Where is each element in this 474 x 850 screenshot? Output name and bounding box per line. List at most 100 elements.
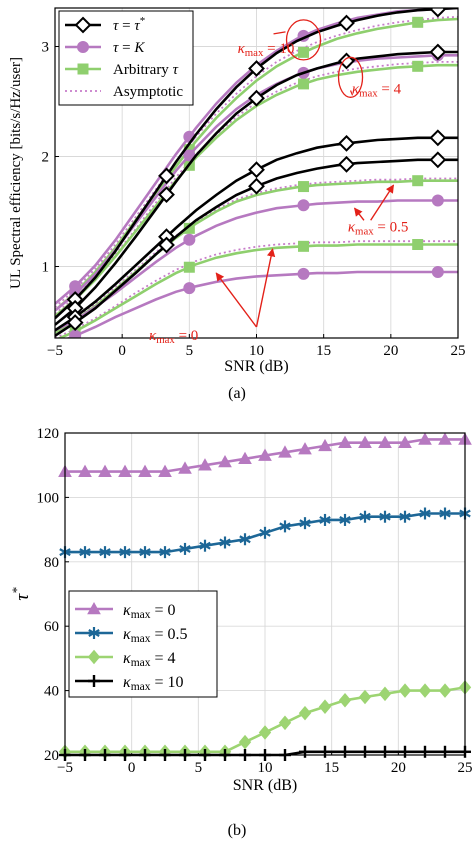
star-stroke: [99, 548, 111, 557]
y-axis-title-a: UL Spectral efficiency [bits/s/Hz/user]: [8, 57, 24, 289]
x-axis-title-a: SNR (dB): [224, 358, 288, 375]
y-tick-label: 3: [42, 40, 50, 56]
data-point-kappa05: [259, 526, 271, 539]
x-tick-label: 5: [186, 343, 194, 359]
legend-label: κmax = 0: [123, 602, 176, 621]
legend-label: Arbitrary τ: [113, 62, 179, 78]
x-axis-title-b: SNR (dB): [233, 777, 297, 794]
star-stroke: [219, 538, 231, 547]
data-point-tau_K: [297, 267, 310, 280]
panel-a: −5 0 5 10 15 20 25 1 2 3 κmax = 10 κmax = 4 κmax = 0…: [8, 7, 466, 402]
data-point-kappa4: [338, 692, 352, 708]
data-point-kappa05: [399, 510, 411, 523]
data-point-kappa05: [339, 513, 351, 526]
star-stroke: [299, 519, 311, 528]
x-tick-label: 25: [458, 760, 473, 776]
data-point-tau_star: [429, 151, 447, 169]
legend-marker-kappa0: [87, 601, 101, 615]
data-point-kappa05: [119, 546, 131, 559]
data-point-kappa05: [159, 546, 171, 559]
x-tick-label: 0: [128, 760, 136, 776]
y-tick-label: 100: [37, 490, 60, 506]
y-tick-label: 40: [44, 684, 59, 700]
data-point-tau_star: [248, 177, 265, 195]
x-tick-label: 15: [316, 343, 331, 359]
data-point-kappa05: [279, 520, 291, 533]
annotation-arrow: [255, 248, 276, 328]
plot-frame-a: [54, 7, 459, 339]
data-point-kappa10: [439, 745, 451, 758]
y-tick-label: 120: [37, 426, 60, 442]
data-point-tau_star: [248, 60, 265, 77]
y-tick-label: 80: [44, 555, 59, 571]
data-point-kappa4: [418, 683, 432, 698]
y-tick-label: 1: [42, 260, 50, 276]
data-point-kappa10: [299, 745, 311, 758]
star-stroke: [399, 512, 411, 521]
data-point-kappa0: [358, 435, 372, 448]
y-axis-title-b: τ*: [9, 587, 33, 601]
annotation-kappa-10: κmax = 10: [238, 41, 295, 59]
data-point-kappa0: [438, 432, 452, 445]
x-tick-label: 20: [383, 343, 398, 359]
legend-a: τ = τ* τ = K Arbitrary τ Asymptotic: [58, 10, 194, 106]
data-point-tau_K: [183, 282, 196, 295]
data-point-kappa4: [438, 683, 452, 698]
star-stroke: [279, 522, 291, 531]
data-point-kappa0: [238, 451, 252, 465]
data-point-kappa0: [78, 464, 92, 477]
data-point-tau_K: [69, 329, 82, 338]
data-point-tau_star: [429, 129, 447, 147]
series-line-tau_K: [55, 199, 458, 332]
data-point-arbitrary: [412, 239, 424, 250]
annotation-kappa-4: κmax = 4: [352, 81, 402, 99]
panel-label-a: (a): [228, 385, 246, 402]
x-tick-label: 15: [324, 760, 339, 776]
data-point-arbitrary: [412, 60, 424, 72]
data-point-kappa05: [439, 507, 451, 520]
data-point-kappa05: [239, 533, 251, 546]
data-point-tau_star: [66, 314, 84, 332]
x-tick-label: 20: [391, 760, 406, 776]
data-point-kappa4: [238, 734, 252, 750]
star-stroke: [339, 515, 351, 524]
data-point-kappa0: [198, 458, 212, 471]
data-point-tau_star: [248, 161, 265, 179]
data-point-tau_star: [338, 14, 355, 32]
star-stroke: [359, 512, 371, 521]
x-tick-label: 10: [258, 760, 273, 776]
y-tick-label: 2: [42, 150, 50, 166]
data-point-kappa4: [398, 683, 412, 698]
data-point-kappa05: [299, 517, 311, 530]
star-stroke: [439, 509, 451, 518]
data-point-kappa05: [419, 507, 431, 520]
highlight-ellipse: [337, 56, 364, 98]
data-point-kappa0: [118, 464, 132, 477]
star-stroke: [259, 528, 271, 537]
data-point-kappa0: [178, 461, 192, 474]
y-tick-label: 60: [44, 619, 59, 635]
data-point-kappa05: [219, 536, 231, 549]
series-line-asymptotic: [55, 240, 458, 338]
data-point-kappa10: [379, 745, 391, 758]
annotation-arrow: [215, 272, 258, 328]
data-point-tau_K: [431, 266, 444, 278]
data-point-kappa10: [419, 745, 431, 758]
data-point-tau_star: [429, 8, 447, 18]
data-point-tau_star: [429, 43, 447, 61]
data-point-arbitrary: [298, 46, 310, 58]
data-point-tau_star: [158, 236, 175, 254]
data-point-kappa05: [199, 539, 211, 552]
legend-label: τ = K: [113, 40, 145, 56]
data-point-tau_star: [338, 155, 355, 173]
x-tick-label: 10: [249, 343, 264, 359]
data-point-kappa0: [378, 435, 392, 448]
data-point-kappa0: [158, 464, 172, 477]
annotation-arrow: [370, 184, 395, 221]
x-tick-label: 0: [118, 343, 126, 359]
star-stroke: [379, 512, 391, 521]
data-point-kappa10: [339, 745, 351, 758]
series-line-arbitrary: [56, 243, 458, 338]
data-point-kappa0: [318, 438, 332, 452]
